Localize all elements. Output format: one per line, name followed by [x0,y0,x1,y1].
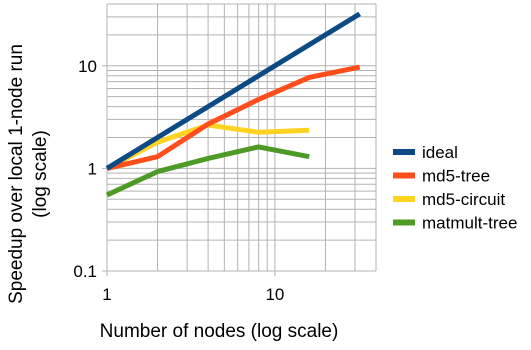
series-line-md5-tree [106,64,361,171]
legend-label-matmult-tree: matmult-tree [422,214,517,233]
legend-swatch-md5-circuit [393,196,415,202]
x-tick-label: 10 [265,285,284,304]
y-tick-label: 1 [88,159,97,178]
y-axis-title: Speedup over local 1-node run (log scale… [6,44,51,304]
y-axis-title-line-1: Speedup over local 1-node run [6,44,27,304]
x-tick-label: 1 [102,285,111,304]
tick-labels: 1 10 0.1 1 10 [73,57,284,304]
legend-label-ideal: ideal [422,143,458,162]
series-lines [105,11,362,198]
legend-label-md5-circuit: md5-circuit [422,190,505,209]
x-axis-title: Number of nodes (log scale) [100,321,339,342]
legend-label-md5-tree: md5-tree [422,167,490,186]
y-tick-label: 0.1 [73,262,97,281]
legend-swatch-matmult-tree [393,219,415,226]
legend-swatch-ideal [393,149,415,155]
series-line-matmult-tree [105,144,310,198]
y-tick-label: 10 [78,57,97,76]
grid [106,3,377,272]
series-line-ideal [105,11,362,171]
y-axis-title-line-2: (log scale) [30,130,51,218]
legend-swatch-md5-tree [393,172,415,179]
axes [102,4,376,276]
legend: ideal md5-tree md5-circuit matmult-tree [393,143,517,233]
